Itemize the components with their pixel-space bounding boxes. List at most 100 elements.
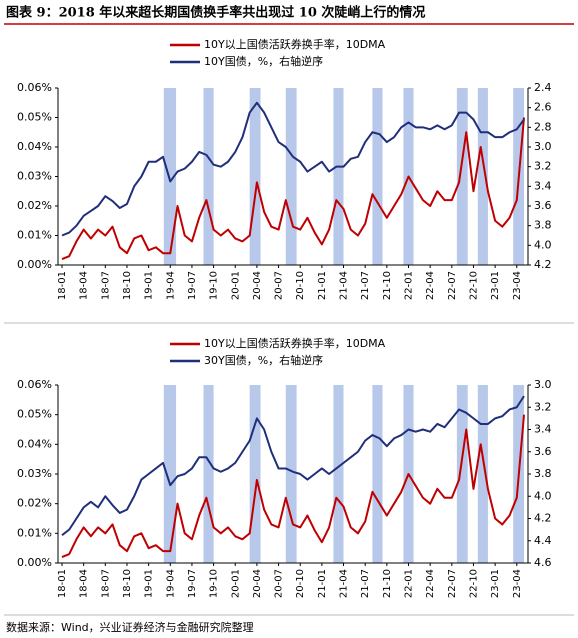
y-tick-label: 0.03% xyxy=(17,170,52,183)
x-tick-label: 20-04 xyxy=(252,271,263,300)
x-tick-label: 18-01 xyxy=(57,569,68,598)
x-tick-label: 22-01 xyxy=(404,271,415,300)
y2-tick-label: 2.4 xyxy=(534,81,552,94)
x-tick-label: 23-01 xyxy=(490,569,501,598)
y-tick-label: 0.04% xyxy=(17,140,52,153)
series-line xyxy=(61,101,525,237)
y-tick-label: 0.00% xyxy=(17,556,52,569)
x-tick-label: 21-07 xyxy=(360,569,371,598)
highlight-band xyxy=(203,88,214,265)
y-tick-label: 0.06% xyxy=(17,81,52,94)
legend-label: 10Y国债，%，右轴逆序 xyxy=(204,54,323,68)
x-tick-label: 19-07 xyxy=(187,271,198,300)
y2-tick-label: 3.6 xyxy=(534,445,552,458)
y2-tick-label: 3.4 xyxy=(534,179,552,192)
x-tick-label: 23-04 xyxy=(512,271,523,300)
x-tick-label: 18-07 xyxy=(100,569,111,598)
y2-tick-label: 3.0 xyxy=(534,378,552,391)
y-tick-label: 0.05% xyxy=(17,111,52,124)
y-tick-label: 0.05% xyxy=(17,408,52,421)
x-tick-label: 22-07 xyxy=(447,271,458,300)
y-tick-label: 0.06% xyxy=(17,378,52,391)
y2-tick-label: 4.2 xyxy=(534,512,552,525)
x-tick-label: 22-04 xyxy=(425,271,436,300)
legend-label: 10Y以上国债活跃券换手率，10DMA xyxy=(204,37,386,51)
series-line xyxy=(61,395,525,536)
x-tick-label: 21-01 xyxy=(317,569,328,598)
y2-tick-label: 3.4 xyxy=(534,423,552,436)
x-tick-label: 21-10 xyxy=(382,569,393,598)
x-tick-label: 22-01 xyxy=(404,569,415,598)
x-tick-label: 21-01 xyxy=(317,271,328,300)
x-tick-label: 21-04 xyxy=(339,271,350,300)
y2-tick-label: 2.8 xyxy=(534,120,552,133)
x-tick-label: 20-10 xyxy=(295,569,306,598)
legend-label: 30Y国债，%，右轴逆序 xyxy=(204,353,323,367)
y2-tick-label: 4.0 xyxy=(534,489,552,502)
highlight-band xyxy=(372,385,383,563)
highlight-band xyxy=(249,385,261,563)
highlight-band xyxy=(203,385,214,563)
series-line xyxy=(61,414,525,558)
x-tick-label: 23-01 xyxy=(490,271,501,300)
y-tick-label: 0.01% xyxy=(17,526,52,539)
y2-tick-label: 3.0 xyxy=(534,140,552,153)
x-tick-label: 21-10 xyxy=(382,271,393,300)
x-tick-label: 22-10 xyxy=(468,271,479,300)
x-tick-label: 20-04 xyxy=(252,569,263,598)
x-tick-label: 20-10 xyxy=(295,271,306,300)
x-tick-label: 19-07 xyxy=(187,569,198,598)
x-tick-label: 19-10 xyxy=(209,271,220,300)
x-tick-label: 18-10 xyxy=(122,569,133,598)
x-tick-label: 19-01 xyxy=(144,569,155,598)
highlight-band xyxy=(456,385,468,563)
highlight-band xyxy=(249,88,261,265)
y2-tick-label: 2.6 xyxy=(534,101,552,114)
y-tick-label: 0.02% xyxy=(17,497,52,510)
highlight-band xyxy=(333,88,344,265)
series-line xyxy=(61,117,525,261)
x-tick-label: 19-01 xyxy=(144,271,155,300)
y2-tick-label: 4.0 xyxy=(534,238,552,251)
highlight-band xyxy=(372,88,383,265)
x-tick-label: 19-04 xyxy=(165,569,176,598)
y2-tick-label: 4.2 xyxy=(534,258,552,271)
highlight-band xyxy=(163,88,177,265)
y2-tick-label: 3.2 xyxy=(534,160,552,173)
page-title: 图表 9：2018 年以来超长期国债换手率共出现过 10 次陡峭上行的情况 xyxy=(6,5,425,21)
y2-tick-label: 3.2 xyxy=(534,400,552,413)
y2-tick-label: 4.6 xyxy=(534,556,552,569)
highlight-band xyxy=(163,385,177,563)
x-tick-label: 22-04 xyxy=(425,569,436,598)
highlight-band xyxy=(456,88,468,265)
source-note: 数据来源：Wind，兴业证券经济与金融研究院整理 xyxy=(6,620,254,634)
y2-tick-label: 3.6 xyxy=(534,199,552,212)
x-tick-label: 22-10 xyxy=(468,569,479,598)
x-tick-label: 18-01 xyxy=(57,271,68,300)
x-tick-label: 21-07 xyxy=(360,271,371,300)
y2-tick-label: 3.8 xyxy=(534,219,552,232)
x-tick-label: 19-04 xyxy=(165,271,176,300)
highlight-band xyxy=(477,88,488,265)
x-tick-label: 18-10 xyxy=(122,271,133,300)
y-tick-label: 0.02% xyxy=(17,199,52,212)
highlight-band xyxy=(333,385,344,563)
x-tick-label: 19-10 xyxy=(209,569,220,598)
y-tick-label: 0.03% xyxy=(17,467,52,480)
highlight-band xyxy=(285,88,297,265)
y-tick-label: 0.01% xyxy=(17,229,52,242)
x-tick-label: 22-07 xyxy=(447,569,458,598)
highlight-band xyxy=(477,385,488,563)
y2-tick-label: 4.4 xyxy=(534,534,552,547)
legend-label: 10Y以上国债活跃券换手率，10DMA xyxy=(204,336,386,350)
x-tick-label: 18-04 xyxy=(79,569,90,598)
x-tick-label: 20-01 xyxy=(230,569,241,598)
x-tick-label: 20-07 xyxy=(274,271,285,300)
x-tick-label: 18-04 xyxy=(79,271,90,300)
x-tick-label: 21-04 xyxy=(339,569,350,598)
x-tick-label: 23-04 xyxy=(512,569,523,598)
x-tick-label: 18-07 xyxy=(100,271,111,300)
x-tick-label: 20-07 xyxy=(274,569,285,598)
highlight-band xyxy=(285,385,297,563)
